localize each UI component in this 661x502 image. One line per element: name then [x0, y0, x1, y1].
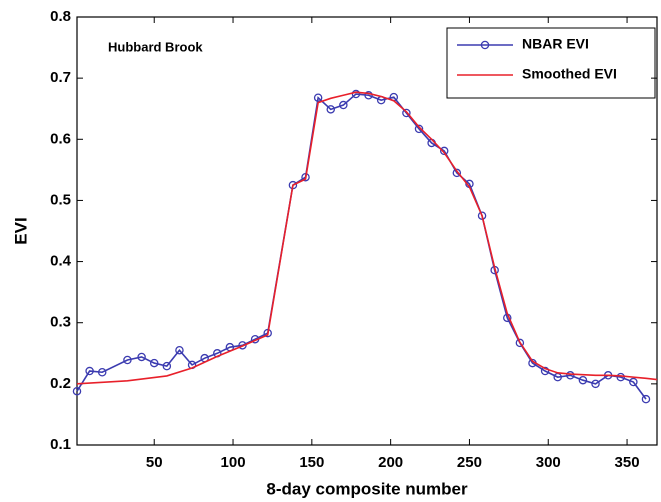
- plot-frame: [76, 16, 658, 446]
- point: [339, 100, 348, 110]
- x-tick-label: 150: [299, 454, 324, 471]
- legend: [446, 27, 656, 99]
- x-tick-label: 50: [146, 454, 163, 471]
- y-tick-label: 0.2: [50, 375, 71, 392]
- legend-label: NBAR EVI: [522, 36, 589, 52]
- y-tick-label: 0.7: [50, 69, 71, 86]
- point: [326, 105, 335, 114]
- point: [301, 172, 310, 182]
- point: [566, 371, 575, 380]
- y-tick-label: 0.1: [50, 436, 71, 453]
- y-axis-label: EVI: [11, 217, 30, 244]
- point: [402, 108, 411, 118]
- point: [452, 168, 462, 178]
- y-tick-label: 0.6: [50, 130, 71, 147]
- x-axis-label: 8-day composite number: [266, 479, 468, 498]
- point: [364, 91, 373, 100]
- x-tick-label: 300: [536, 454, 561, 471]
- legend-label: Smoothed EVI: [522, 66, 617, 82]
- point: [123, 355, 132, 365]
- point: [591, 379, 600, 389]
- x-tick-label: 200: [378, 454, 403, 471]
- point: [515, 338, 525, 348]
- point: [313, 93, 323, 102]
- y-tick-label: 0.3: [50, 314, 71, 331]
- point: [175, 345, 184, 355]
- y-tick-label: 0.4: [50, 253, 72, 270]
- point: [351, 89, 361, 99]
- x-tick-label: 100: [221, 454, 246, 471]
- x-tick-label: 250: [457, 454, 482, 471]
- point: [414, 124, 424, 134]
- point: [137, 352, 146, 362]
- point: [641, 394, 651, 404]
- series-line: [76, 93, 647, 400]
- point: [540, 366, 550, 376]
- point: [263, 328, 272, 338]
- point: [149, 358, 159, 368]
- series-line: [76, 91, 658, 385]
- x-tick-label: 350: [615, 454, 640, 471]
- point: [72, 386, 82, 396]
- point: [85, 366, 94, 376]
- point: [477, 211, 487, 220]
- point: [578, 375, 588, 385]
- point: [439, 146, 449, 156]
- point: [97, 367, 107, 377]
- point: [616, 372, 626, 382]
- legend-marker: [480, 40, 490, 50]
- y-tick-label: 0.8: [50, 8, 71, 25]
- annotation: Hubbard Brook: [108, 39, 203, 54]
- point: [629, 377, 638, 387]
- point: [238, 341, 247, 350]
- point: [162, 361, 172, 371]
- y-tick-label: 0.5: [50, 191, 71, 208]
